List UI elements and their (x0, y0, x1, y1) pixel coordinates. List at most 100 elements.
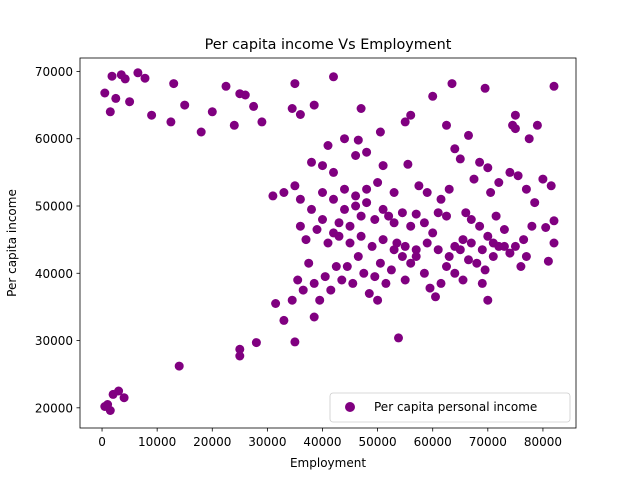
data-point (362, 198, 372, 208)
data-point (521, 252, 531, 261)
data-point (133, 68, 143, 78)
data-point (422, 238, 432, 248)
data-point (483, 231, 493, 241)
data-point (147, 110, 157, 120)
data-point (389, 188, 399, 197)
legend: Per capita personal income (329, 392, 571, 423)
data-point (334, 231, 344, 241)
chart-title: Per capita income Vs Employment (205, 37, 452, 53)
data-point (290, 181, 300, 191)
data-point (546, 181, 556, 191)
x-tick-label: 30000 (248, 435, 286, 449)
data-point (431, 292, 440, 302)
data-point (362, 147, 372, 157)
data-point (235, 351, 245, 361)
y-tick-label: 40000 (35, 267, 73, 281)
data-point (207, 107, 217, 117)
data-point (107, 71, 117, 81)
data-point (419, 268, 429, 278)
data-point (378, 235, 388, 245)
data-point (356, 104, 366, 113)
data-point (293, 275, 303, 285)
data-point (530, 198, 540, 208)
data-point (309, 278, 319, 288)
data-point (488, 238, 498, 248)
data-point (505, 248, 515, 258)
data-point (477, 245, 487, 255)
data-point (111, 93, 121, 103)
data-point (411, 209, 421, 219)
x-tick-label: 40000 (303, 435, 341, 449)
data-point (373, 178, 383, 187)
data-point (406, 258, 416, 268)
data-point (381, 278, 391, 288)
data-point (397, 208, 407, 218)
y-tick-label: 60000 (35, 132, 73, 146)
data-point (480, 265, 490, 275)
data-point (411, 252, 421, 261)
data-point (166, 117, 176, 127)
data-point (480, 83, 490, 93)
data-point (447, 79, 457, 89)
data-point (436, 278, 446, 288)
data-point (140, 73, 150, 83)
data-point (290, 79, 300, 89)
data-point (229, 120, 239, 130)
data-point (309, 312, 319, 322)
data-point (348, 278, 358, 288)
data-point (386, 265, 396, 275)
data-point (444, 184, 454, 194)
data-point (524, 134, 534, 144)
data-point (323, 238, 333, 248)
data-point (329, 194, 338, 204)
data-point (375, 258, 385, 268)
data-point (483, 163, 493, 173)
data-point (455, 154, 465, 164)
data-point (295, 194, 305, 204)
data-point (340, 134, 349, 144)
x-tick-label: 0 (98, 435, 106, 449)
data-point (108, 389, 118, 399)
points-layer (100, 68, 559, 415)
plot-frame (79, 57, 577, 429)
data-point (406, 221, 416, 231)
data-point (532, 120, 542, 130)
data-point (464, 130, 473, 140)
data-point (318, 188, 327, 197)
data-point (549, 81, 559, 91)
y-tick-label: 70000 (35, 65, 73, 79)
data-point (461, 208, 471, 218)
data-point (436, 194, 446, 204)
data-point (180, 100, 190, 110)
data-point (268, 191, 278, 201)
x-axis-label: Employment (290, 456, 366, 470)
data-point (488, 252, 498, 261)
data-point (295, 110, 305, 119)
x-tick-label: 10000 (138, 435, 176, 449)
y-tick-label: 30000 (35, 334, 73, 348)
data-point (315, 295, 325, 305)
y-axis: 20000 30000 40000 50000 60000 70000 (35, 65, 80, 415)
data-point (329, 167, 338, 177)
data-point (351, 201, 361, 211)
data-point (351, 191, 361, 201)
data-point (326, 285, 336, 295)
data-point (428, 91, 438, 101)
data-point (400, 275, 410, 285)
data-point (378, 161, 388, 171)
x-axis: 0 10000 20000 30000 40000 50000 60000 70000 8000… (98, 428, 562, 449)
data-point (312, 225, 322, 234)
data-point (196, 127, 206, 137)
data-point (340, 204, 349, 214)
data-point (367, 241, 377, 251)
data-point (119, 393, 129, 403)
y-axis-label: Per capita income (5, 189, 19, 297)
data-point (400, 241, 410, 251)
data-point (428, 228, 438, 238)
data-point (378, 204, 388, 214)
x-tick-label: 20000 (193, 435, 231, 449)
data-point (444, 252, 454, 261)
data-point (257, 117, 267, 127)
